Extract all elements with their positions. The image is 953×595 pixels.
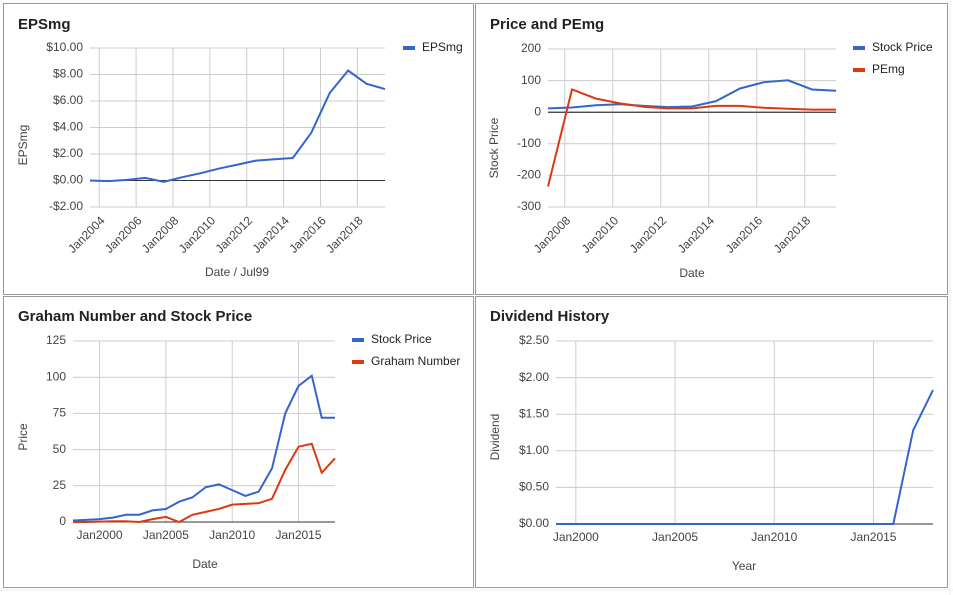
y-axis-title: EPSmg: [16, 125, 30, 166]
x-axis-title: Date: [679, 266, 705, 280]
y-tick-label: $8.00: [53, 67, 83, 81]
y-axis-title: Stock Price: [487, 117, 501, 178]
y-tick-label: -100: [517, 136, 541, 150]
y-tick-label: -300: [517, 199, 541, 213]
x-tick-label: Jan2015: [850, 530, 896, 544]
y-tick-label: $2.00: [519, 370, 549, 384]
y-tick-label: $10.00: [46, 40, 83, 54]
legend-label: PEmg: [872, 62, 905, 76]
x-axis-title: Date: [192, 557, 218, 571]
y-tick-label: 200: [521, 41, 541, 55]
y-tick-label: $4.00: [53, 120, 83, 134]
y-tick-label: $1.50: [519, 406, 549, 420]
x-axis-title: Date / Jul99: [205, 265, 269, 279]
y-tick-label: $2.50: [519, 333, 549, 347]
y-tick-label: $0.00: [519, 516, 549, 530]
y-tick-label: 125: [46, 333, 66, 347]
chart-title: Price and PEmg: [490, 16, 604, 33]
panel: [475, 296, 948, 588]
y-tick-label: $2.00: [53, 146, 83, 160]
y-tick-label: $0.50: [519, 480, 549, 494]
x-tick-label: Jan2015: [275, 528, 321, 542]
y-tick-label: 25: [53, 478, 67, 492]
x-tick-label: Jan2000: [77, 528, 123, 542]
panel: [3, 3, 474, 295]
series-line: [72, 374, 335, 522]
series-line: [89, 69, 386, 183]
chart-title: EPSmg: [18, 16, 71, 33]
panel: [3, 296, 474, 588]
y-tick-label: $1.00: [519, 443, 549, 457]
y-tick-label: 0: [59, 514, 66, 528]
series-line: [556, 389, 934, 525]
legend-label: Graham Number: [371, 354, 460, 368]
chart-title: Dividend History: [490, 308, 610, 325]
chart-title: Graham Number and Stock Price: [18, 308, 252, 325]
x-tick-label: Jan2010: [209, 528, 255, 542]
y-tick-label: -200: [517, 168, 541, 182]
y-axis-title: Dividend: [488, 414, 502, 461]
y-tick-label: 100: [521, 73, 541, 87]
legend-label: Stock Price: [371, 332, 432, 346]
y-tick-label: 100: [46, 369, 66, 383]
y-tick-label: -$2.00: [49, 199, 83, 213]
x-axis-title: Year: [732, 559, 756, 573]
y-tick-label: $6.00: [53, 93, 83, 107]
y-tick-label: $0.00: [53, 173, 83, 187]
x-tick-label: Jan2010: [751, 530, 797, 544]
x-tick-label: Jan2000: [553, 530, 599, 544]
y-tick-label: 75: [53, 406, 67, 420]
panel: [475, 3, 948, 295]
x-tick-label: Jan2005: [652, 530, 698, 544]
y-tick-label: 0: [534, 104, 541, 118]
x-tick-label: Jan2005: [143, 528, 189, 542]
series-line: [547, 79, 837, 110]
series-line: [73, 442, 336, 524]
legend-label: Stock Price: [872, 40, 933, 54]
y-axis-title: Price: [16, 423, 30, 451]
legend-label: EPSmg: [422, 40, 463, 54]
series-line: [547, 88, 836, 187]
y-tick-label: 50: [53, 442, 67, 456]
